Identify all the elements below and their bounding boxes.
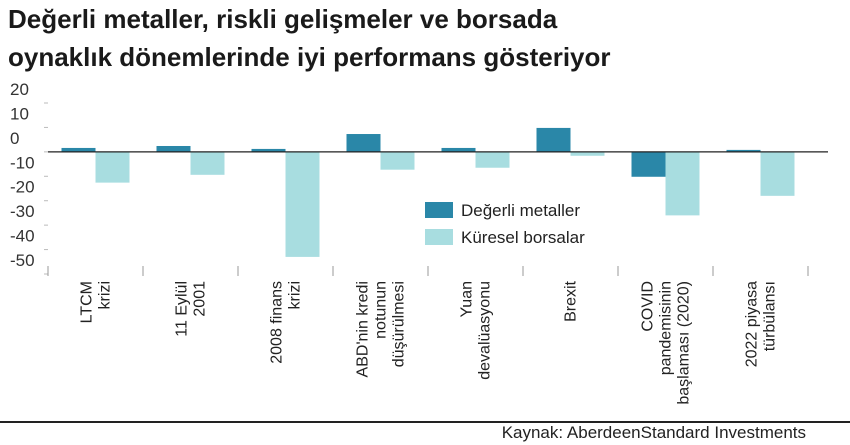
bar <box>190 151 225 175</box>
x-tick-label: 11 Eylül <box>174 281 191 337</box>
x-tick-label: COVID <box>640 281 657 332</box>
bar <box>380 151 415 170</box>
x-tick-label: düşürülmesi <box>391 281 408 367</box>
bar <box>665 151 700 216</box>
x-tick-label: krizi <box>97 281 114 309</box>
legend-swatch <box>425 229 453 245</box>
x-tick-label: Brexit <box>563 280 580 321</box>
x-tick-label: pandemisinin <box>658 281 675 375</box>
x-tick-label: 2022 piyasa <box>744 281 761 367</box>
y-tick-label: 20 <box>10 80 29 99</box>
bar <box>346 134 381 152</box>
x-tick-label: Yuan <box>459 281 476 317</box>
x-tick-label: LTCM <box>79 281 96 323</box>
y-tick-label: 10 <box>10 104 29 123</box>
bar <box>95 151 130 183</box>
x-tick-label: türbülansı <box>762 281 779 351</box>
x-tick-label: 2001 <box>192 281 209 317</box>
bar <box>61 147 96 152</box>
legend-label: Değerli metaller <box>461 201 580 220</box>
x-tick-label: devalüasyonu <box>477 281 494 380</box>
y-tick-label: 0 <box>10 129 19 148</box>
x-tick-label: 2008 finans <box>269 281 286 364</box>
x-tick-label: krizi <box>287 281 304 309</box>
bar <box>760 151 795 196</box>
bar <box>631 151 666 177</box>
bar <box>475 151 510 168</box>
bar <box>441 147 476 152</box>
x-tick-label: başlaması (2020) <box>676 281 693 405</box>
y-tick-label: -10 <box>10 153 35 172</box>
source: Kaynak: AberdeenStandard Investments <box>502 423 806 442</box>
bar <box>570 151 605 156</box>
bar <box>156 145 191 152</box>
y-tick-label: -40 <box>10 227 35 246</box>
bar <box>285 151 320 257</box>
chart-title: oynaklık dönemlerinde iyi performans gös… <box>8 42 611 72</box>
chart-title: Değerli metaller, riskli gelişmeler ve b… <box>8 4 558 34</box>
bar <box>536 127 571 152</box>
bar <box>726 149 761 152</box>
y-tick-label: -30 <box>10 202 35 221</box>
x-tick-label: ABD'nin kredi <box>355 281 372 377</box>
y-tick-label: -50 <box>10 251 35 270</box>
legend-label: Küresel borsalar <box>461 228 585 247</box>
y-tick-label: -20 <box>10 178 35 197</box>
x-tick-label: notunun <box>373 281 390 339</box>
bar <box>251 148 286 152</box>
legend-swatch <box>425 202 453 218</box>
